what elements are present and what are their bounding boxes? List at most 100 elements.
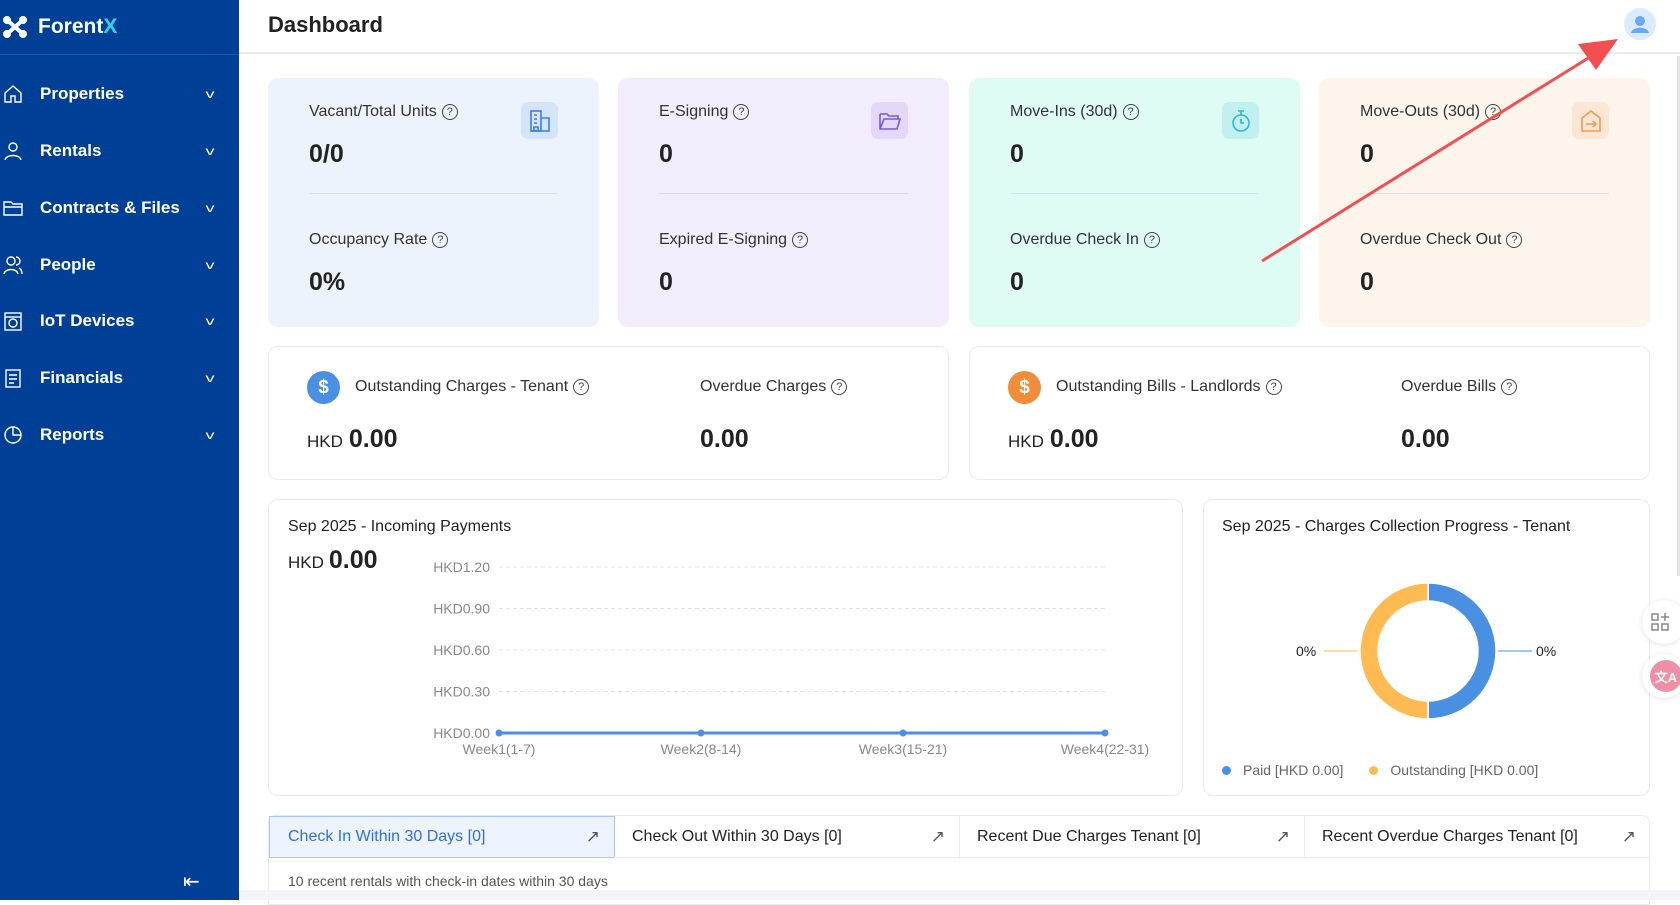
help-icon[interactable]: ? [1265,379,1282,395]
folder-icon [3,201,23,216]
tab-check-in[interactable]: Check In Within 30 Days [0] ↗ [269,816,615,858]
sidebar-item-label: IoT Devices [40,311,135,330]
external-link-icon[interactable]: ↗ [1621,826,1636,846]
stat-label: Move-Outs (30d)? [1360,103,1502,121]
incoming-payments-card: Sep 2025 - Incoming Payments HKD 0.00 [268,499,1183,796]
grid-plus-icon [1651,613,1669,631]
tab-description: 10 recent rentals with check-in dates wi… [288,873,608,889]
folder-open-icon [871,102,908,139]
sidebar-item-contracts-files[interactable]: Contracts & Files v [0,188,239,228]
translate-button[interactable]: 文A [1642,654,1680,698]
tab-recent-overdue-charges[interactable]: Recent Overdue Charges Tenant [0] ↗ [1304,816,1650,858]
help-icon[interactable]: ? [432,232,449,248]
apps-button[interactable] [1642,600,1680,644]
collection-progress-card: Sep 2025 - Charges Collection Progress -… [1203,499,1650,796]
help-icon[interactable]: ? [1122,104,1139,120]
sidebar-item-financials[interactable]: Financials v [0,358,239,398]
divider [1360,193,1609,194]
collection-donut [1324,582,1532,720]
outstanding-pct-label: 0% [1296,643,1317,659]
house-exit-icon [1572,102,1609,139]
donut-slice-paid [1427,582,1497,720]
divider [659,193,908,194]
timer-icon [1222,102,1259,139]
external-link-icon[interactable]: ↗ [930,826,945,846]
legend-outstanding[interactable]: Outstanding [HKD 0.00] [1369,762,1538,778]
outstanding-charges-card: $ Outstanding Charges - Tenant? HKD 0.00 … [268,346,949,480]
help-icon[interactable]: ? [792,232,809,248]
sidebar-item-label: People [40,255,96,274]
overdue-charges-value: 0.00 [700,425,749,453]
external-link-icon[interactable]: ↗ [585,827,600,846]
outstanding-bills-value: HKD 0.00 [1008,425,1099,453]
legend-paid[interactable]: Paid [HKD 0.00] [1222,762,1343,778]
stat-label: Occupancy Rate? [309,231,449,249]
building-icon [521,102,558,139]
outstanding-charges-value: HKD 0.00 [307,425,398,453]
chevron-down-icon: v [205,428,215,442]
chart-legend: Paid [HKD 0.00] Outstanding [HKD 0.00] [1222,762,1538,778]
help-icon[interactable]: ? [1506,232,1523,248]
stat-card-move-outs: Move-Outs (30d)? 0 Overdue Check Out? 0 [1319,78,1650,327]
paid-pct-label: 0% [1536,643,1557,659]
chevron-down-icon: v [205,87,215,101]
sidebar-item-properties[interactable]: Properties v [0,74,239,114]
help-icon[interactable]: ? [733,104,750,120]
logo[interactable]: ForentX [0,0,239,55]
stat-value: 0% [309,268,346,296]
header: Dashboard [239,0,1680,54]
help-icon[interactable]: ? [831,379,848,395]
stat-card-units: Vacant/Total Units? 0/0 Occupancy Rate? … [268,78,599,327]
sidebar-item-label: Rentals [40,141,102,160]
stat-value: 0 [659,140,673,168]
sidebar-item-label: Reports [40,425,105,444]
stat-label: Vacant/Total Units? [309,103,458,121]
avatar[interactable] [1624,8,1656,40]
stat-value: 0/0 [309,140,344,168]
help-icon[interactable]: ? [1485,104,1502,120]
payments-total: HKD 0.00 [288,546,378,574]
sidebar-item-people[interactable]: People v [0,245,239,285]
external-link-icon[interactable]: ↗ [1275,826,1290,846]
sidebar-item-label: Contracts & Files [40,198,180,217]
user-icon [4,142,22,161]
device-icon [4,312,22,331]
user-avatar-icon [1631,16,1649,33]
stat-label: E-Signing? [659,103,750,121]
chevron-down-icon: v [205,144,215,158]
tab-check-out[interactable]: Check Out Within 30 Days [0] ↗ [614,816,960,858]
help-icon[interactable]: ? [1501,379,1518,395]
brand-name: ForentX [38,15,118,38]
divider [309,193,558,194]
chevron-down-icon: v [205,258,215,272]
overdue-bills-value: 0.00 [1401,425,1450,453]
dollar-icon: $ [1008,371,1041,404]
chevron-down-icon: v [205,201,215,215]
donut-slice-outstanding [1359,582,1429,720]
sidebar-item-label: Financials [40,368,124,387]
tab-recent-due-charges[interactable]: Recent Due Charges Tenant [0] ↗ [959,816,1305,858]
translate-icon: 文A [1650,660,1680,692]
document-icon [5,369,21,388]
help-icon[interactable]: ? [441,104,458,120]
sidebar-item-rentals[interactable]: Rentals v [0,131,239,171]
stat-value: 0 [1010,140,1024,168]
sidebar-item-iot-devices[interactable]: IoT Devices v [0,301,239,341]
stat-label: Move-Ins (30d)? [1010,103,1139,121]
help-icon[interactable]: ? [573,379,590,395]
help-icon[interactable]: ? [1143,232,1160,248]
logo-icon [3,16,27,38]
chevron-down-icon: v [205,314,215,328]
scrollbar[interactable] [1677,56,1680,576]
chart-title: Sep 2025 - Charges Collection Progress -… [1222,518,1571,535]
collapse-sidebar-button[interactable]: ⇤ [183,871,200,893]
stat-label: Overdue Check Out? [1360,231,1523,249]
chevron-down-icon: v [205,371,215,385]
sidebar-item-reports[interactable]: Reports v [0,415,239,455]
stat-value: 0 [1010,268,1024,296]
stat-label: Overdue Check In? [1010,231,1160,249]
chart-title: Sep 2025 - Incoming Payments [288,518,512,535]
sidebar: ForentX Properties v Rentals v Contracts &… [0,0,239,900]
stat-card-esigning: E-Signing? 0 Expired E-Signing? 0 [618,78,949,327]
page-bottom [239,890,1680,900]
